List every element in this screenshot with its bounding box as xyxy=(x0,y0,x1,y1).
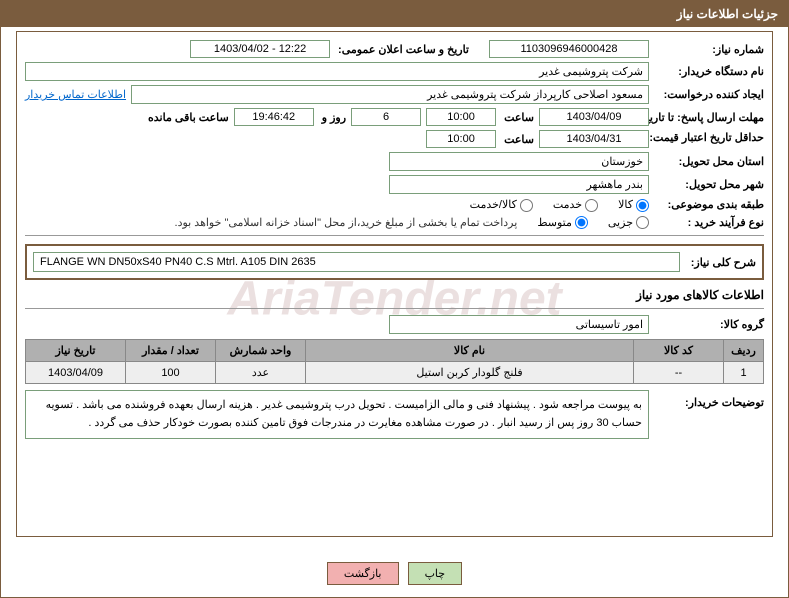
buyer-org-label: نام دستگاه خریدار: xyxy=(654,65,764,78)
dialog-title-bar: جزئیات اطلاعات نیاز xyxy=(1,1,788,27)
goods-info-heading: اطلاعات کالاهای مورد نیاز xyxy=(25,288,764,302)
td-code: -- xyxy=(634,362,724,384)
radio-both[interactable] xyxy=(520,199,533,212)
remaining-label: ساعت باقی مانده xyxy=(145,111,229,124)
radio-both-label[interactable]: کالا/خدمت xyxy=(470,198,533,212)
announce-label: تاریخ و ساعت اعلان عمومی: xyxy=(335,43,469,56)
dialog-title: جزئیات اطلاعات نیاز xyxy=(677,7,778,21)
group-value: امور تاسیساتی xyxy=(389,315,649,334)
buyer-org-value: شرکت پتروشیمی غدیر xyxy=(25,62,649,81)
th-date: تاریخ نیاز xyxy=(26,340,126,362)
buyer-notes: به پیوست مراجعه شود . پیشنهاد فنی و مالی… xyxy=(25,390,649,439)
category-label: طبقه بندی موضوعی: xyxy=(654,198,764,211)
radio-medium[interactable] xyxy=(575,216,588,229)
announce-value: 1403/04/02 - 12:22 xyxy=(190,40,330,58)
requester-value: مسعود اصلاحی کارپرداز شرکت پتروشیمی غدیر xyxy=(131,85,649,104)
button-bar: چاپ بازگشت xyxy=(1,562,788,585)
province-label: استان محل تحویل: xyxy=(654,155,764,168)
td-name: فلنج گلودار کربن استیل xyxy=(306,362,634,384)
td-date: 1403/04/09 xyxy=(26,362,126,384)
goods-table: ردیف کد کالا نام کالا واحد شمارش تعداد /… xyxy=(25,339,764,384)
radio-medium-label[interactable]: متوسط xyxy=(537,216,588,230)
countdown: 19:46:42 xyxy=(234,108,314,126)
th-row: ردیف xyxy=(724,340,764,362)
td-unit: عدد xyxy=(216,362,306,384)
time-label-1: ساعت xyxy=(501,111,534,124)
quote-deadline-label: حداقل تاریخ اعتبار قیمت: تا تاریخ: xyxy=(654,132,764,145)
requester-label: ایجاد کننده درخواست: xyxy=(654,88,764,101)
title-label: شرح کلی نیاز: xyxy=(688,256,756,269)
radio-goods[interactable] xyxy=(636,199,649,212)
content-frame: شماره نیاز: 1103096946000428 تاریخ و ساع… xyxy=(16,31,773,537)
th-qty: تعداد / مقدار xyxy=(126,340,216,362)
divider-2 xyxy=(25,308,764,309)
print-button[interactable]: چاپ xyxy=(408,562,463,585)
process-label: نوع فرآیند خرید : xyxy=(654,216,764,229)
days-value: 6 xyxy=(351,108,421,126)
days-label: روز و xyxy=(319,111,346,124)
th-name: نام کالا xyxy=(306,340,634,362)
buyer-notes-label: توضیحات خریدار: xyxy=(654,390,764,409)
group-label: گروه کالا: xyxy=(654,318,764,331)
quote-date: 1403/04/31 xyxy=(539,130,649,148)
reply-date: 1403/04/09 xyxy=(539,108,649,126)
radio-goods-label[interactable]: کالا xyxy=(618,198,649,212)
contact-link[interactable]: اطلاعات تماس خریدار xyxy=(25,88,126,101)
title-value: FLANGE WN DN50xS40 PN40 C.S Mtrl. A105 D… xyxy=(33,252,680,272)
process-note: پرداخت تمام یا بخشی از مبلغ خرید،از محل … xyxy=(175,216,518,229)
td-qty: 100 xyxy=(126,362,216,384)
th-unit: واحد شمارش xyxy=(216,340,306,362)
need-no-label: شماره نیاز: xyxy=(654,43,764,56)
title-box: شرح کلی نیاز: FLANGE WN DN50xS40 PN40 C.… xyxy=(25,244,764,280)
td-row: 1 xyxy=(724,362,764,384)
reply-deadline-label: مهلت ارسال پاسخ: تا تاریخ: xyxy=(654,111,764,124)
need-no-value: 1103096946000428 xyxy=(489,40,649,58)
divider-1 xyxy=(25,235,764,236)
radio-small[interactable] xyxy=(636,216,649,229)
reply-time: 10:00 xyxy=(426,108,496,126)
radio-small-label[interactable]: جزیی xyxy=(608,216,649,230)
th-code: کد کالا xyxy=(634,340,724,362)
table-row: 1 -- فلنج گلودار کربن استیل عدد 100 1403… xyxy=(26,362,764,384)
quote-time: 10:00 xyxy=(426,130,496,148)
radio-service-label[interactable]: خدمت xyxy=(553,198,598,212)
time-label-2: ساعت xyxy=(501,133,534,146)
city-label: شهر محل تحویل: xyxy=(654,178,764,191)
city-value: بندر ماهشهر xyxy=(389,175,649,194)
back-button[interactable]: بازگشت xyxy=(327,562,399,585)
radio-service[interactable] xyxy=(585,199,598,212)
province-value: خوزستان xyxy=(389,152,649,171)
